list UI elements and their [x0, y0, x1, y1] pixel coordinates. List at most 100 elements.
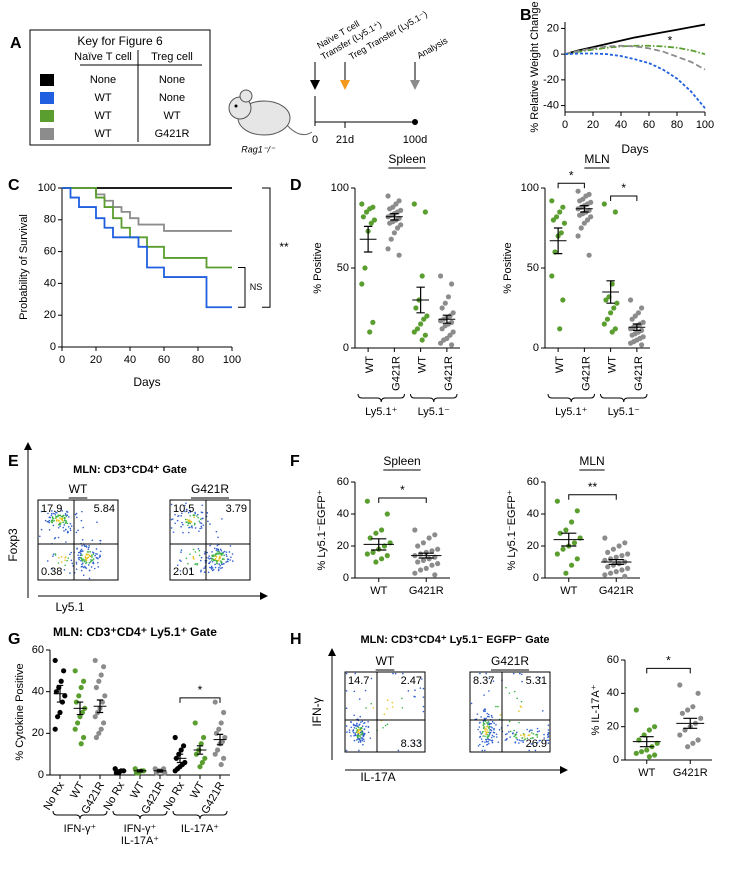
y-tick-label: 50: [337, 262, 349, 274]
data-point: [61, 668, 67, 674]
data-point: [218, 761, 224, 768]
data-point: [646, 754, 652, 760]
flow-event: [219, 552, 222, 555]
flow-event: [77, 529, 79, 532]
flow-event: [54, 511, 57, 513]
data-point: [192, 720, 198, 726]
flow-sample-name: WT: [376, 654, 395, 668]
flow-event: [188, 519, 190, 521]
x-tick-label: WT: [554, 356, 566, 373]
annotation: *: [569, 168, 574, 182]
flow-event: [545, 741, 547, 743]
flow-event: [523, 736, 526, 738]
flow-event: [51, 512, 53, 515]
flow-event: [413, 695, 415, 698]
flow-event: [547, 729, 550, 731]
data-point: [359, 281, 365, 287]
data-point: [58, 678, 64, 684]
flow-event: [80, 552, 82, 555]
data-point: [632, 313, 638, 319]
flow-event: [202, 524, 205, 527]
x-tick-label: 40: [615, 119, 627, 131]
flow-event: [60, 517, 62, 520]
flow-event: [221, 552, 224, 554]
y-tick-label: 100: [331, 182, 349, 194]
y-axis-label: Probability of Survival: [18, 214, 30, 320]
flow-event: [484, 718, 486, 720]
flow-event: [216, 553, 219, 555]
flow-event: [67, 525, 70, 528]
flow-event: [214, 559, 216, 562]
flow-event: [478, 722, 481, 724]
flow-event: [60, 556, 63, 558]
flow-event: [357, 733, 360, 736]
flow-event: [536, 727, 539, 730]
flow-event: [179, 559, 181, 562]
mouse-ear: [239, 89, 253, 103]
flow-event: [227, 558, 230, 561]
data-point: [435, 561, 441, 567]
flow-event: [508, 692, 511, 694]
flow-event: [50, 520, 52, 522]
flow-event: [362, 734, 364, 737]
data-point: [651, 752, 658, 758]
flow-x-label: IL-17A: [360, 770, 395, 784]
flow-event: [531, 732, 533, 734]
chart-title: Spleen: [383, 454, 420, 468]
flow-event: [231, 560, 234, 562]
flow-event: [532, 733, 535, 735]
flow-event: [534, 749, 537, 752]
flow-event: [90, 566, 93, 568]
flow-event: [63, 524, 66, 526]
flow-event: [80, 557, 83, 560]
flow-event: [485, 733, 487, 735]
data-point: [216, 726, 222, 732]
flow-event: [356, 722, 358, 725]
flow-event: [219, 564, 222, 567]
flow-event: [522, 733, 525, 736]
flow-event: [83, 560, 86, 563]
data-point: [577, 212, 583, 218]
sig-bracket: [378, 497, 427, 503]
flow-event: [490, 714, 493, 717]
flow-event: [352, 730, 354, 732]
data-point: [396, 198, 402, 204]
data-point: [549, 273, 555, 279]
flow-event: [489, 728, 492, 731]
data-point: [571, 540, 578, 546]
data-point: [679, 710, 686, 716]
flow-event: [209, 523, 211, 525]
y-tick-label: 20: [32, 727, 44, 739]
annotation: **: [279, 240, 289, 254]
group-brace: [410, 393, 458, 403]
annotation: NS: [250, 282, 263, 292]
data-point: [93, 684, 99, 691]
timeline-tick-label: 0: [312, 134, 318, 146]
timeline-arrowhead: [310, 80, 320, 90]
flow-event: [220, 549, 223, 552]
data-point: [690, 704, 696, 710]
panel-letter: D: [290, 177, 302, 194]
y-tick-label: 60: [337, 476, 349, 488]
flow-event: [81, 544, 83, 547]
y-tick-label: 40: [337, 508, 349, 520]
flow-event: [526, 737, 529, 740]
flow-event: [79, 550, 82, 552]
flow-event: [180, 515, 183, 517]
flow-event: [203, 552, 206, 555]
flow-event: [207, 520, 209, 523]
flow-event: [58, 556, 60, 559]
flow-event: [421, 678, 423, 680]
flow-event: [185, 557, 188, 560]
flow-event: [354, 672, 357, 675]
flow-event: [479, 731, 482, 733]
flow-event: [174, 522, 176, 525]
flow-x-label: Ly5.1: [56, 600, 85, 614]
flow-event: [56, 512, 58, 514]
flow-event: [214, 563, 216, 566]
annotation: *: [621, 181, 626, 195]
data-point: [379, 527, 385, 533]
flow-event: [99, 554, 101, 557]
flow-event: [487, 737, 489, 739]
data-point: [622, 540, 628, 546]
